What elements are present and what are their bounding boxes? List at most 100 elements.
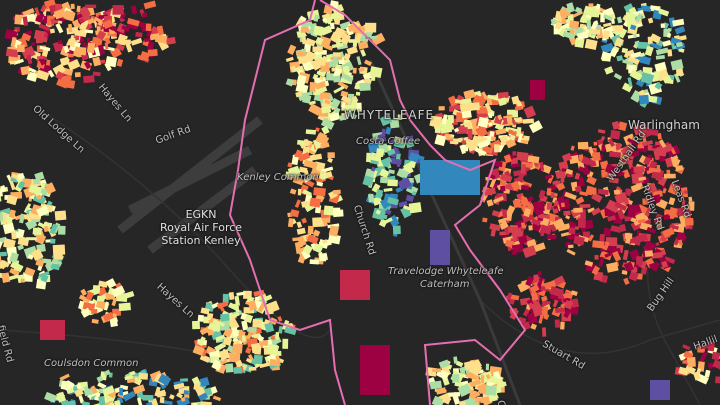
building — [601, 145, 606, 152]
building — [644, 250, 654, 257]
building — [232, 342, 243, 354]
building — [613, 189, 621, 195]
building — [282, 338, 289, 349]
building — [251, 343, 261, 354]
building — [619, 223, 627, 233]
building — [97, 382, 107, 390]
building — [669, 209, 675, 219]
building — [96, 375, 104, 383]
building — [287, 218, 294, 228]
label-warlingham: Warlingham — [628, 118, 700, 132]
building — [300, 26, 309, 33]
building — [58, 225, 66, 235]
building — [505, 138, 517, 149]
building — [247, 300, 258, 311]
building — [27, 253, 34, 260]
building — [467, 128, 473, 139]
building — [404, 135, 414, 144]
building — [584, 260, 594, 267]
building — [461, 140, 467, 145]
building — [284, 326, 297, 336]
building — [44, 391, 58, 403]
building — [324, 118, 328, 126]
building — [560, 173, 565, 183]
building — [321, 125, 330, 135]
building — [244, 313, 254, 324]
building — [509, 134, 516, 141]
building — [633, 166, 645, 173]
building — [408, 152, 420, 163]
building — [74, 72, 81, 78]
building — [627, 55, 640, 66]
building — [389, 201, 398, 209]
building — [631, 172, 644, 184]
building — [664, 157, 674, 168]
building — [34, 233, 47, 245]
building — [520, 222, 526, 229]
building — [327, 233, 341, 245]
building — [570, 145, 575, 151]
building — [307, 225, 314, 235]
building — [622, 169, 631, 179]
building — [114, 399, 122, 405]
building — [640, 177, 650, 185]
building — [34, 171, 45, 181]
building — [62, 79, 76, 89]
building — [635, 13, 643, 23]
building — [253, 354, 263, 365]
building — [546, 202, 553, 211]
building — [630, 182, 644, 193]
building — [169, 394, 175, 400]
building — [314, 193, 325, 203]
building — [457, 383, 472, 398]
building — [302, 189, 312, 197]
building — [495, 160, 503, 168]
building — [199, 327, 209, 336]
building — [533, 309, 543, 317]
building — [456, 127, 468, 135]
building — [565, 168, 574, 175]
building — [352, 42, 358, 48]
building — [684, 217, 694, 226]
building — [686, 356, 696, 368]
building — [640, 72, 655, 85]
building — [472, 94, 487, 108]
building — [643, 240, 656, 253]
building — [440, 126, 453, 134]
building — [554, 319, 561, 328]
building — [678, 239, 683, 246]
building — [287, 44, 297, 55]
building — [491, 210, 500, 217]
building — [434, 134, 447, 147]
building — [1, 272, 11, 283]
building — [477, 116, 489, 128]
building — [372, 196, 383, 206]
building — [319, 75, 324, 81]
building — [22, 16, 29, 27]
building — [17, 180, 26, 190]
building — [570, 290, 578, 296]
building — [630, 51, 642, 59]
building — [312, 229, 321, 237]
building — [537, 277, 544, 287]
building — [575, 196, 585, 205]
building — [121, 25, 130, 33]
building — [645, 182, 658, 195]
building — [45, 59, 51, 66]
building — [660, 23, 666, 29]
building — [688, 201, 695, 211]
building — [243, 307, 254, 314]
building — [367, 193, 375, 203]
building — [577, 176, 586, 187]
building — [447, 115, 454, 123]
building — [432, 368, 441, 373]
building — [520, 164, 526, 174]
building — [477, 139, 490, 150]
building — [312, 46, 323, 53]
building — [218, 349, 231, 361]
building — [438, 106, 445, 111]
label-airfield: EGKN Royal Air Force Station Kenley — [160, 208, 242, 247]
building — [370, 35, 378, 40]
